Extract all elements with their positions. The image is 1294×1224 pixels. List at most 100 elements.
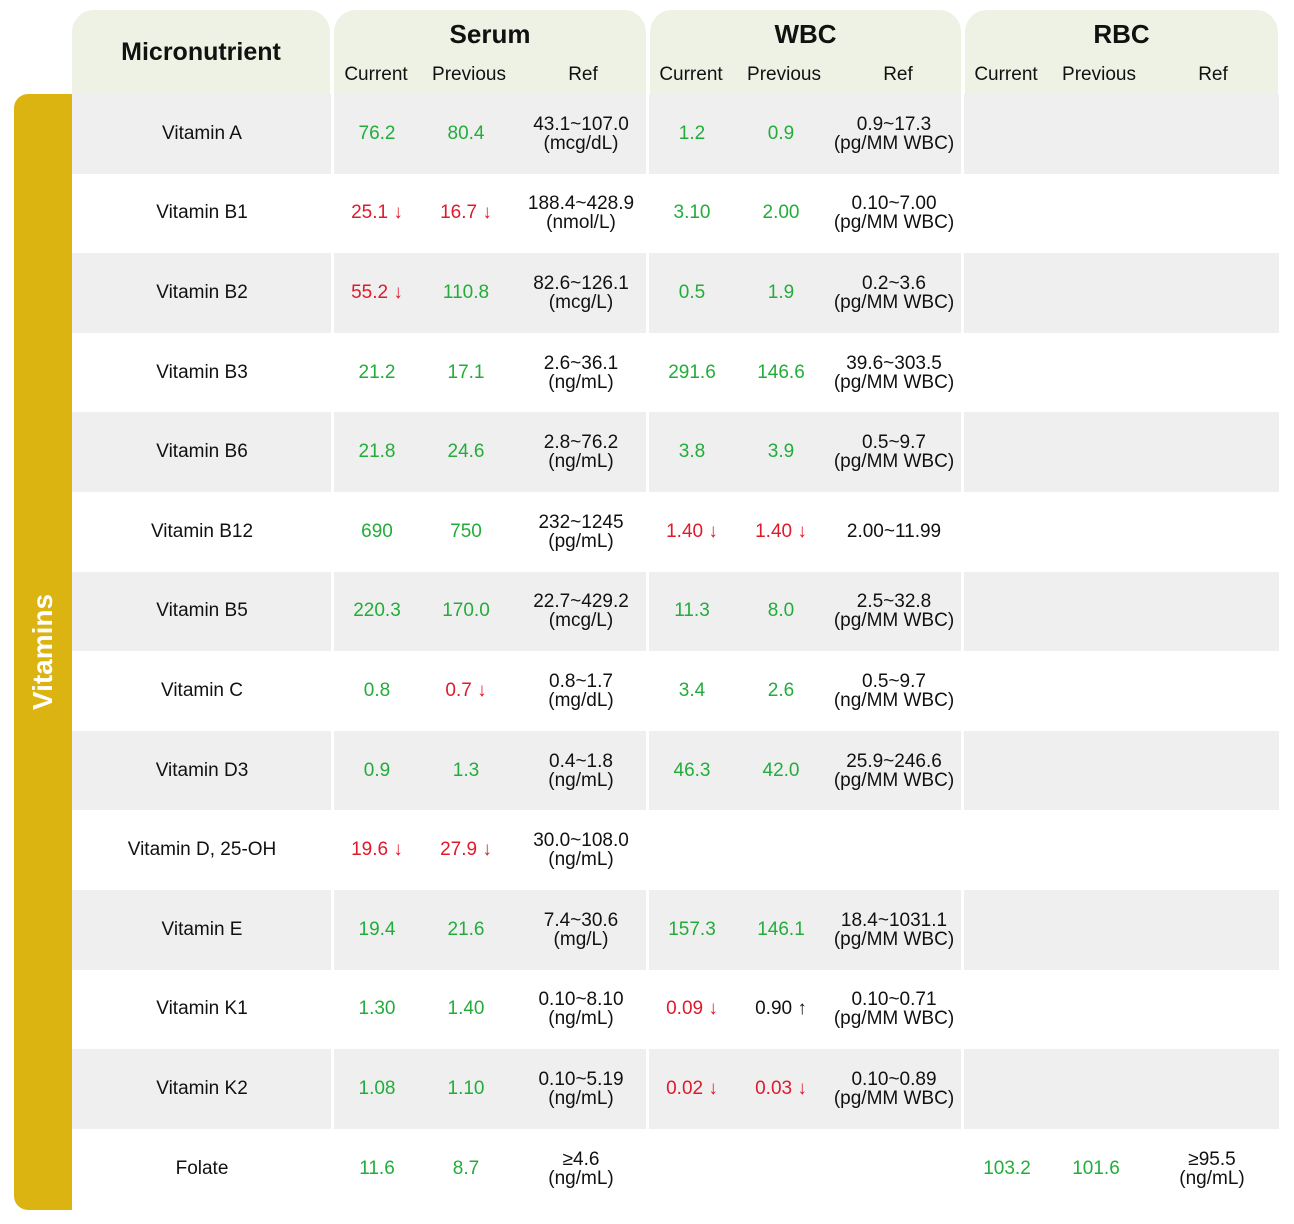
table-row: Vitamin B5 220.3 170.0 22.7~429.2 (mcg/L) 11.… [72,571,1279,652]
reference-unit-text: (mcg/L) [548,610,614,632]
serum-previous-value: 1.10 [447,1077,485,1099]
serum-reference-range: 43.1~107.0 (mcg/dL) [506,94,656,174]
serum-reference-range: 0.8~1.7 (mg/dL) [506,651,656,731]
reference-range-text: 232~1245 [538,511,624,533]
reference-unit-text: (pg/MM WBC) [833,212,955,234]
micronutrient-name: Vitamin E [161,918,243,940]
table-row: Vitamin B1 25.1 ↓ 16.7 ↓ 188.4~428.9 (nmol/L… [72,174,1279,254]
micronutrient-name: Folate [175,1157,229,1179]
wbc-current-value: 3.10 [673,202,711,224]
category-label: Vitamins [27,593,58,711]
column-separator [331,94,334,1210]
wbc-previous-value: 0.03 ↓ [755,1077,807,1099]
wbc-reference-range: 39.6~303.5 (pg/MM WBC) [819,333,969,413]
reference-unit-text: (pg/mL) [548,530,614,552]
table-row: Vitamin D, 25-OH 19.6 ↓ 27.9 ↓ 30.0~108.0 (n… [72,810,1279,890]
wbc-current-value: 0.09 ↓ [666,998,718,1020]
serum-reference-range: 7.4~30.6 (mg/L) [506,890,656,970]
wbc-previous-value: 146.1 [757,918,805,940]
micronutrient-name: Vitamin B5 [156,600,248,622]
reference-unit-text: (pg/MM WBC) [833,291,955,313]
wbc-reference-range: 0.10~0.89 (pg/MM WBC) [819,1049,969,1129]
category-band [14,94,72,1210]
reference-range-text: 43.1~107.0 [533,113,629,135]
header-serum-panel [334,10,646,94]
reference-unit-text: (ng/MM WBC) [833,689,955,711]
reference-unit-text: (ng/mL) [548,1087,614,1109]
reference-unit-text: (pg/MM WBC) [833,1087,955,1109]
table-row: Folate 11.6 8.7 ≥4.6 (ng/mL) 103.2 101.6 ≥95.5(… [72,1129,1279,1209]
serum-previous-value: 16.7 ↓ [440,202,492,224]
wbc-previous-value: 2.00 [762,202,800,224]
reference-unit-text: (pg/MM WBC) [833,1008,955,1030]
serum-previous-value: 21.6 [447,918,485,940]
micronutrient-name: Vitamin K2 [156,1077,248,1099]
micronutrient-column-header: Micronutrient [121,38,281,66]
serum-current-value: 19.4 [358,918,396,940]
reference-range-text: 2.6~36.1 [543,352,619,374]
rbc-previous-value: 101.6 [1072,1157,1120,1179]
reference-range-text: 188.4~428.9 [527,193,635,215]
serum-previous-value: 17.1 [447,361,485,383]
reference-range-text: ≥4.6 [562,1148,600,1170]
rbc-reference-range: ≥95.5 (ng/mL) [1137,1129,1287,1209]
serum-current-value: 0.9 [363,759,391,781]
wbc-current-header: Current [659,64,723,85]
serum-reference-range: 22.7~429.2 (mcg/L) [506,572,656,652]
serum-current-value: 1.08 [358,1077,396,1099]
wbc-previous-value: 0.9 [767,122,795,144]
reference-range-text: 0.8~1.7 [549,670,613,692]
serum-reference-range: 0.10~5.19 (ng/mL) [506,1049,656,1129]
wbc-reference-range: 0.2~3.6 (pg/MM WBC) [819,253,969,333]
wbc-current-value: 11.3 [674,600,710,622]
serum-current-value: 76.2 [358,122,396,144]
wbc-reference-range: 0.5~9.7 (pg/MM WBC) [819,412,969,492]
serum-reference-range: 188.4~428.9 (nmol/L) [506,174,656,254]
reference-range-text: 0.10~8.10 [538,989,624,1011]
header-micronutrient-panel [72,10,330,94]
wbc-previous-value: 3.9 [767,441,795,463]
header-rbc-panel [965,10,1278,94]
micronutrient-name: Vitamin B6 [156,441,248,463]
reference-range-text: 0.9~17.3 [856,113,932,135]
wbc-group-header: WBC [774,19,837,49]
wbc-ref-header: Ref [883,64,913,85]
serum-reference-range: 30.0~108.0 (ng/mL) [506,810,656,890]
table-row: Vitamin K1 1.30 1.40 0.10~8.10 (ng/mL) 0.09 ↓… [72,970,1279,1050]
table-row: Vitamin B6 21.8 24.6 2.8~76.2 (ng/mL) 3.8 3.9 0… [72,412,1279,492]
reference-range-text: 0.10~5.19 [538,1068,624,1090]
serum-ref-header: Ref [568,64,598,85]
reference-range-text: 2.5~32.8 [856,591,932,613]
reference-unit-text: (mcg/L) [548,291,614,313]
serum-current-value: 220.3 [353,600,401,622]
table-row: Vitamin A 76.2 80.4 43.1~107.0 (mcg/dL) 1.2 0.… [72,94,1279,174]
serum-group-header: Serum [449,19,531,49]
reference-range-text: 25.9~246.6 [846,750,942,772]
serum-current-value: 25.1 ↓ [351,202,403,224]
table-row: Vitamin B12 690 750 232~1245 (pg/mL) 1.40 ↓ 1.… [72,492,1279,572]
serum-reference-range: 2.8~76.2 (ng/mL) [506,412,656,492]
reference-unit-text: (pg/MM WBC) [833,769,955,791]
reference-unit-text: (ng/mL) [548,451,614,473]
wbc-previous-value: 0.90 ↑ [755,998,807,1020]
serum-previous-value: 24.6 [447,441,485,463]
reference-range-text: 0.10~7.00 [851,193,937,215]
wbc-current-value: 0.5 [678,281,706,303]
reference-range-text: 7.4~30.6 [543,909,619,931]
reference-unit-text: (mcg/dL) [543,132,619,154]
serum-current-value: 1.30 [358,998,396,1020]
rbc-ref-header: Ref [1198,64,1228,85]
serum-current-value: 21.8 [358,441,396,463]
reference-range-text: 39.6~303.5 [846,352,942,374]
serum-previous-value: 1.3 [452,759,480,781]
rbc-group-header: RBC [1093,19,1150,49]
serum-previous-header: Previous [432,64,506,85]
serum-previous-value: 110.8 [442,281,490,303]
reference-range-text: 82.6~126.1 [533,272,629,294]
wbc-previous-value: 2.6 [767,679,795,701]
rbc-current-value: 103.2 [983,1157,1031,1179]
micronutrient-name: Vitamin B12 [150,520,254,542]
serum-previous-value: 750 [450,520,482,542]
serum-current-value: 55.2 ↓ [351,281,403,303]
table-row: Vitamin D3 0.9 1.3 0.4~1.8 (ng/mL) 46.3 42.0 25… [72,730,1279,811]
